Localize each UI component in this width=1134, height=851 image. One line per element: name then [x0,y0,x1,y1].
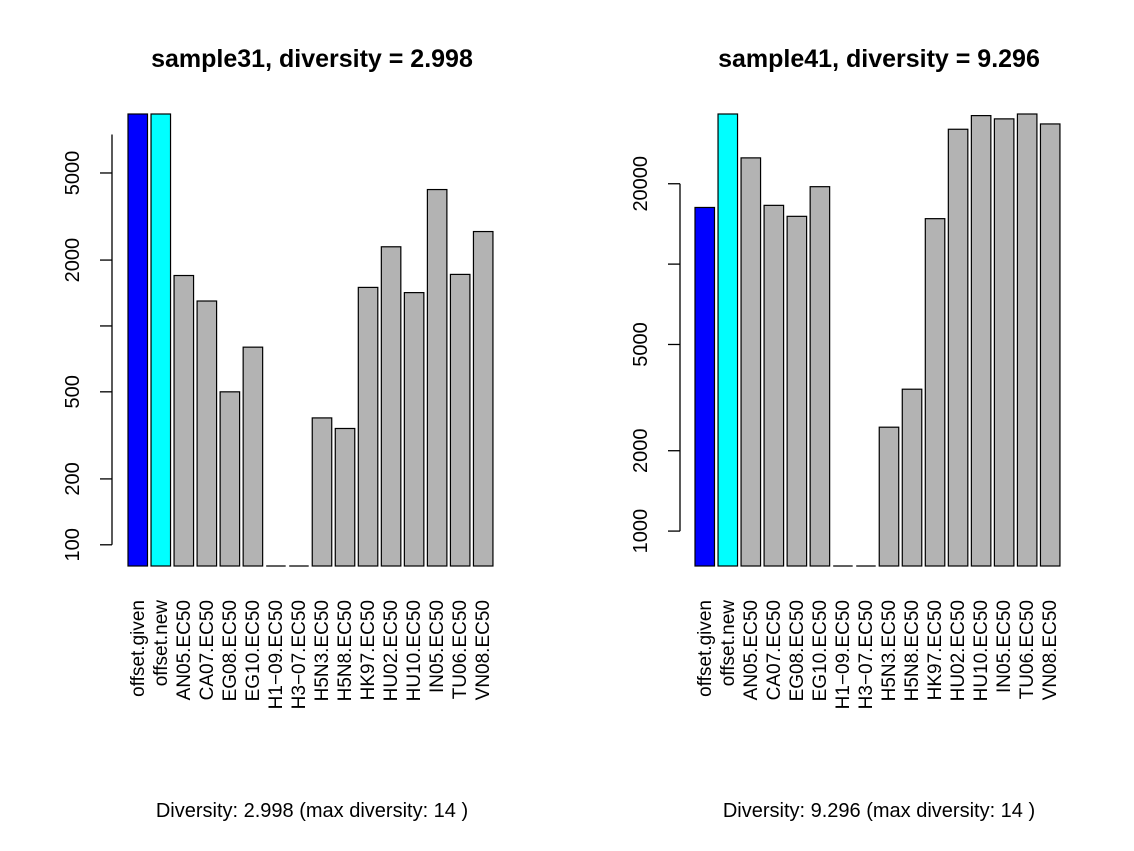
bar [947,128,969,567]
bar [809,186,831,567]
bar-series [694,113,1061,567]
y-tick-label: 5000 [630,322,652,367]
bar [717,113,739,567]
bar [380,246,402,567]
y-tick-label: 1000 [630,509,652,554]
x-tick-label: offset.given [128,600,149,697]
y-axis: 1000 2000 5000 20000 [630,156,681,554]
bar [1016,113,1038,567]
bar [242,346,264,567]
x-tick-label: IN05.EC50 [994,600,1015,693]
x-tick-label: EG10.EC50 [810,600,831,701]
x-tick-label: offset.given [695,600,716,697]
x-tick-label: H3−07.EC50 [856,600,877,709]
chart-panel-sample41: sample41, diversity = 9.296 Diversity: 9… [630,45,1061,822]
y-tick-label: 2000 [630,428,652,473]
bar [196,300,218,567]
x-tick-label: HU10.EC50 [404,600,425,701]
x-tick-labels: offset.given offset.new AN05.EC50 CA07.EC50… [128,600,494,710]
x-tick-label: H1−09.EC50 [833,600,854,709]
bar [127,113,149,567]
x-tick-label: IN05.EC50 [427,600,448,693]
chart-title: sample41, diversity = 9.296 [718,45,1040,73]
bar [993,118,1015,567]
x-tick-label: H5N8.EC50 [335,600,356,701]
bar [449,273,471,567]
bar [219,391,241,567]
bar [694,206,716,567]
bar [426,188,448,567]
x-tick-label: HK97.EC50 [925,600,946,700]
x-tick-label: VN08.EC50 [1040,600,1061,700]
x-tick-label: H1−09.EC50 [266,600,287,709]
bar [403,292,425,567]
bar [334,427,356,567]
y-tick-label: 100 [62,528,84,561]
bar [786,215,808,567]
x-tick-label: VN08.EC50 [473,600,494,700]
chart-subtitle: Diversity: 2.998 (max diversity: 14 ) [156,800,468,822]
x-tick-label: offset.new [718,600,739,687]
x-tick-label: HU02.EC50 [381,600,402,701]
x-tick-label: EG08.EC50 [787,600,808,701]
bar [472,230,494,567]
bar [740,157,762,567]
bar [901,388,923,567]
bar [173,274,195,567]
x-tick-label: HU02.EC50 [948,600,969,701]
chart-panel-sample31: sample31, diversity = 2.998 Diversity: 2… [62,45,494,822]
chart-title: sample31, diversity = 2.998 [151,45,473,73]
bar [357,286,379,567]
chart-subtitle: Diversity: 9.296 (max diversity: 14 ) [723,800,1035,822]
x-tick-labels: offset.given offset.new AN05.EC50 CA07.EC50… [695,600,1061,710]
x-tick-label: TU06.EC50 [1017,600,1038,699]
bar [924,218,946,567]
x-tick-label: EG10.EC50 [243,600,264,701]
bar [970,114,992,567]
y-tick-label: 2000 [62,238,84,283]
x-tick-label: HK97.EC50 [358,600,379,700]
bar [1039,123,1061,567]
bar [150,113,172,567]
bar-series [127,113,494,567]
y-tick-label: 5000 [62,151,84,196]
x-tick-label: CA07.EC50 [764,600,785,700]
x-tick-label: offset.new [151,600,172,687]
x-tick-label: AN05.EC50 [741,600,762,700]
x-tick-label: H3−07.EC50 [289,600,310,709]
y-tick-label: 20000 [630,156,652,212]
x-tick-label: EG08.EC50 [220,600,241,701]
x-tick-label: TU06.EC50 [450,600,471,699]
y-axis: 100 200 500 2000 5000 [62,134,113,561]
bar [311,417,333,567]
bar [763,204,785,567]
y-tick-label: 500 [62,375,84,408]
x-tick-label: CA07.EC50 [197,600,218,700]
x-tick-label: H5N8.EC50 [902,600,923,701]
y-tick-label: 200 [62,462,84,495]
x-tick-label: HU10.EC50 [971,600,992,701]
x-tick-label: AN05.EC50 [174,600,195,700]
bar [878,426,900,567]
x-tick-label: H5N3.EC50 [879,600,900,701]
x-tick-label: H5N3.EC50 [312,600,333,701]
